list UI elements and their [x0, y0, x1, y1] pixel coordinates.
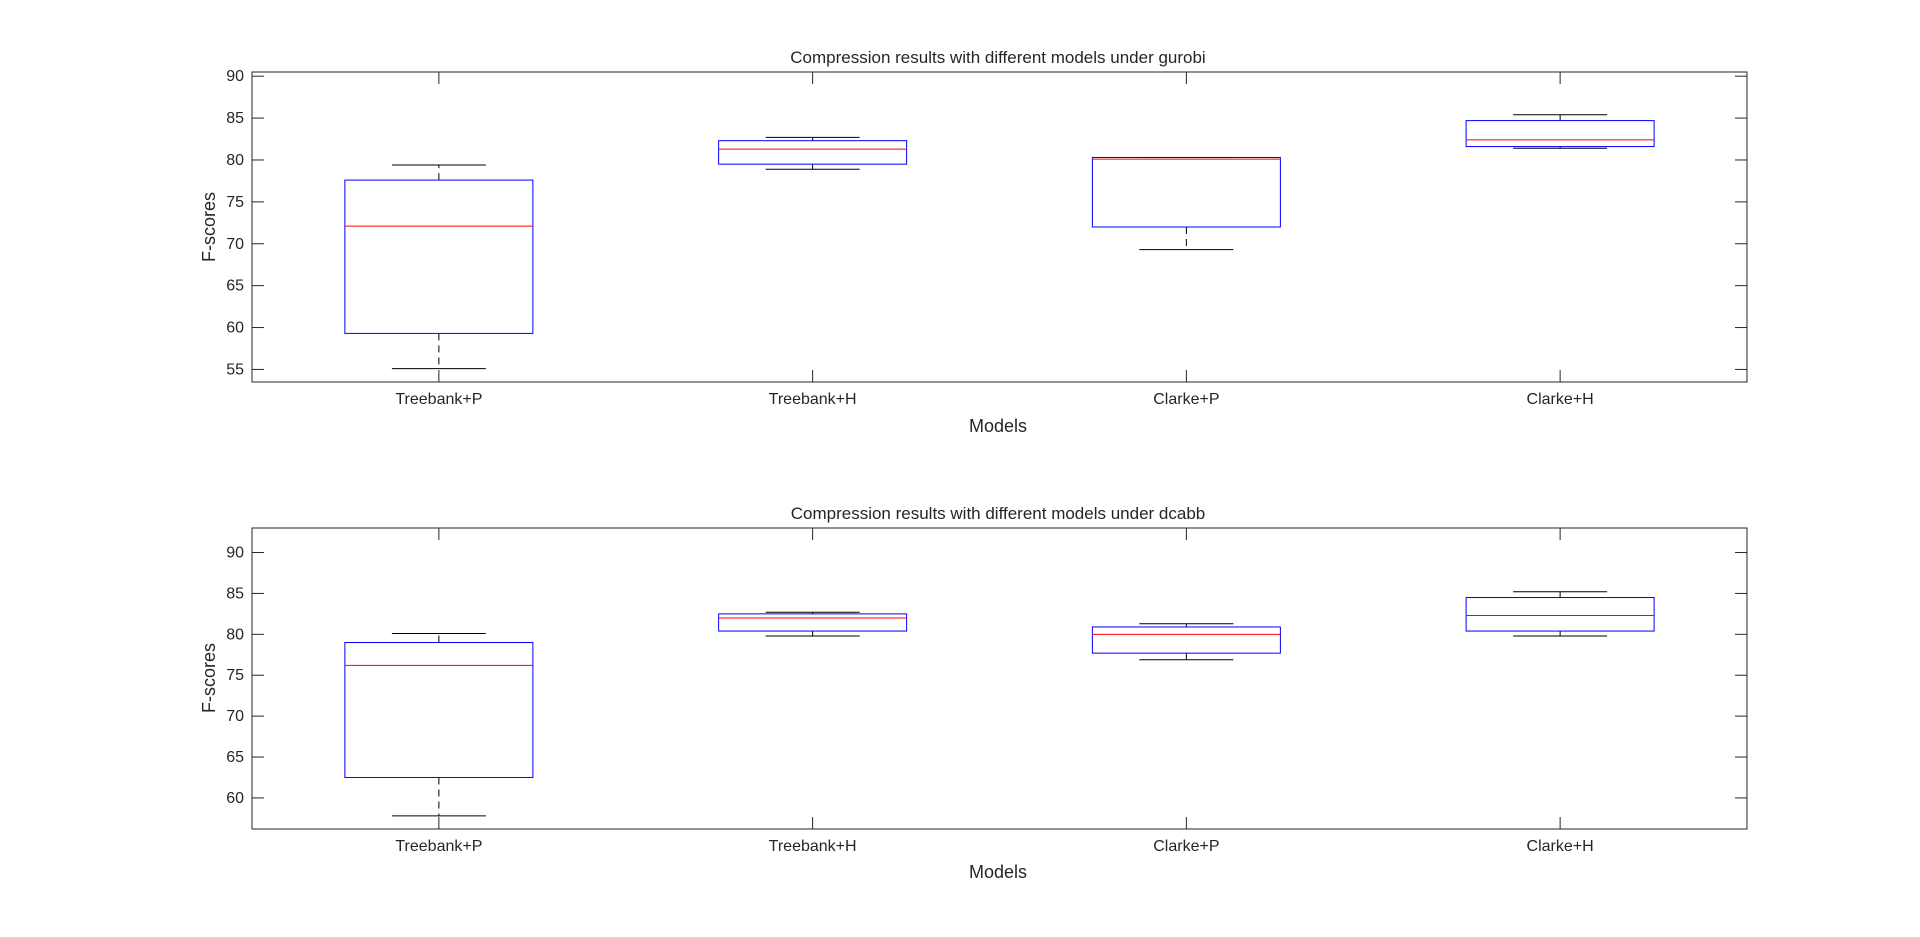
chart-title: Compression results with different model…: [790, 48, 1205, 67]
iqr-box: [344, 642, 534, 778]
iqr-box: [1091, 156, 1281, 228]
x-ticks: Treebank+P Treebank+H Clarke+P Clarke+H: [395, 528, 1594, 855]
iqr-box: [1091, 626, 1281, 654]
box-series: [344, 591, 1655, 817]
y-tick-label: 70: [226, 708, 244, 725]
x-ticks: Treebank+P Treebank+H Clarke+P Clarke+H: [395, 72, 1594, 408]
subplot-dcabb: Compression results with different model…: [199, 504, 1748, 882]
y-tick-label: 85: [226, 110, 244, 127]
y-ticks: 55 60 65 70 75 80 85 90: [226, 68, 1747, 378]
x-axis-label: Models: [969, 862, 1027, 882]
y-tick-label: 90: [226, 545, 244, 562]
y-ticks: 60 65 70 75 80 85 90: [226, 545, 1747, 807]
y-tick-label: 65: [226, 278, 244, 295]
plot-area: [251, 527, 1748, 830]
y-axis-label: F-scores: [199, 643, 219, 713]
box-clarke-h: [1465, 114, 1655, 149]
y-tick-label: 90: [226, 68, 244, 85]
box-treebank-p: [344, 633, 534, 817]
y-tick-label: 85: [226, 585, 244, 602]
y-axis-label: F-scores: [199, 192, 219, 262]
x-axis-label: Models: [969, 416, 1027, 436]
y-tick-label: 80: [226, 626, 244, 643]
subplot-gurobi: Compression results with different model…: [199, 48, 1748, 436]
y-tick-label: 65: [226, 749, 244, 766]
y-tick-label: 75: [226, 667, 244, 684]
x-tick-label: Treebank+P: [395, 838, 482, 855]
box-clarke-h: [1465, 591, 1655, 637]
x-tick-label: Treebank+P: [395, 391, 482, 408]
iqr-box: [718, 613, 908, 632]
plot-area: [251, 71, 1748, 383]
x-tick-label: Treebank+H: [769, 391, 857, 408]
y-tick-label: 60: [226, 320, 244, 337]
box-treebank-h: [718, 611, 908, 637]
x-tick-label: Clarke+P: [1153, 391, 1219, 408]
y-tick-label: 75: [226, 194, 244, 211]
iqr-box: [344, 179, 534, 334]
box-clarke-p: [1091, 156, 1281, 251]
x-tick-label: Clarke+H: [1527, 391, 1594, 408]
iqr-box: [1465, 597, 1655, 632]
x-tick-label: Treebank+H: [769, 838, 857, 855]
y-tick-label: 60: [226, 790, 244, 807]
chart-title: Compression results with different model…: [791, 504, 1206, 523]
y-tick-label: 80: [226, 152, 244, 169]
iqr-box: [1465, 120, 1655, 148]
box-clarke-p: [1091, 623, 1281, 661]
x-tick-label: Clarke+P: [1153, 838, 1219, 855]
y-tick-label: 70: [226, 236, 244, 253]
iqr-box: [718, 140, 908, 165]
y-tick-label: 55: [226, 361, 244, 378]
box-treebank-p: [344, 164, 534, 370]
x-tick-label: Clarke+H: [1527, 838, 1594, 855]
box-treebank-h: [718, 136, 908, 170]
box-series: [344, 114, 1655, 370]
